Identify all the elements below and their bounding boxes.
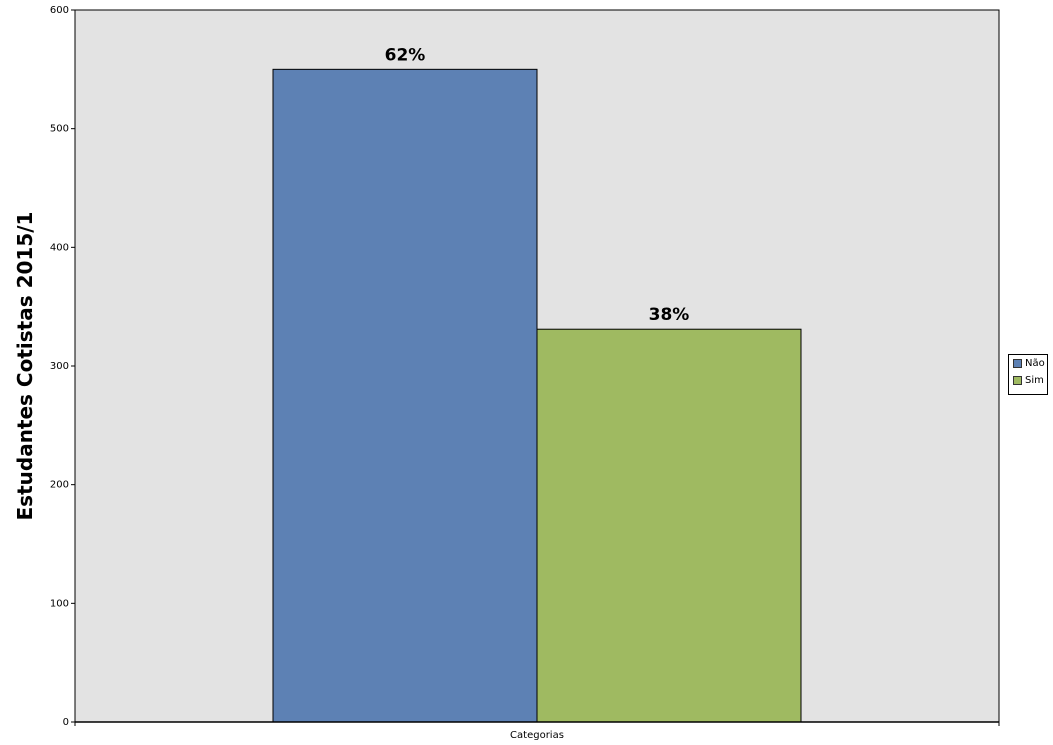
legend-label: Não bbox=[1025, 358, 1045, 369]
y-tick-label: 500 bbox=[50, 124, 69, 135]
y-tick-label: 200 bbox=[50, 480, 69, 491]
legend-label: Sim bbox=[1025, 375, 1044, 386]
legend-item-nao: Não bbox=[1009, 355, 1047, 372]
bar-não bbox=[272, 68, 538, 723]
y-tick-label: 400 bbox=[50, 242, 69, 253]
y-tick-label: 0 bbox=[63, 717, 69, 728]
y-axis-title: Estudantes Cotistas 2015/1 bbox=[13, 212, 37, 521]
data-label: 62% bbox=[385, 45, 426, 65]
legend-swatch bbox=[1013, 376, 1022, 385]
y-tick-label: 600 bbox=[50, 5, 69, 16]
legend: Não Sim bbox=[1008, 354, 1048, 395]
bar-sim bbox=[536, 328, 802, 723]
legend-swatch bbox=[1013, 359, 1022, 368]
legend-item-sim: Sim bbox=[1009, 372, 1047, 389]
y-tick-label: 100 bbox=[50, 598, 69, 609]
data-label: 38% bbox=[649, 305, 690, 325]
x-category-label: Categorias bbox=[510, 730, 564, 741]
y-tick-label: 300 bbox=[50, 361, 69, 372]
